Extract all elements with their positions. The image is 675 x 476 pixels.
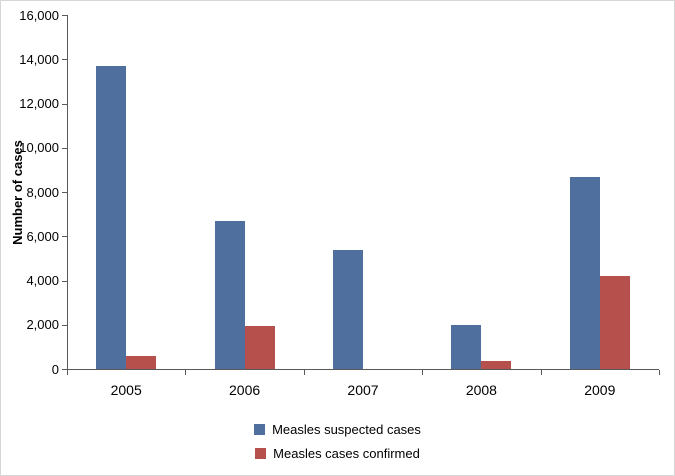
legend: Measles suspected cases Measles cases con… [1,422,674,461]
x-axis-line [67,369,659,370]
x-axis-label: 2007 [347,382,379,398]
y-tick-label: 0 [51,361,59,377]
legend-label: Measles suspected cases [272,422,421,437]
bar [96,66,127,369]
bar [126,356,157,369]
bar [569,177,600,369]
y-tick-label: 12,000 [19,96,59,111]
x-tick-mark [67,370,68,375]
y-tick-label: 8,000 [26,184,59,200]
y-tick-mark [62,15,67,16]
bar [451,325,482,369]
y-tick-label: 6,000 [26,228,59,244]
legend-swatch-icon [254,424,266,435]
legend-label: Measles cases confirmed [273,446,420,461]
y-tick-label: 14,000 [19,51,59,67]
legend-item: Measles suspected cases [254,422,421,437]
x-tick-mark [540,370,542,375]
y-tick-label: 4,000 [26,273,59,288]
y-tick-mark [62,103,67,105]
legend-swatch-icon [255,448,267,459]
y-tick-mark [62,280,67,282]
y-tick-mark [62,369,67,370]
x-axis-label: 2005 [110,382,142,398]
x-tick-mark [303,370,305,375]
bar [333,250,363,369]
y-tick-label: 16,000 [19,7,59,23]
bar [599,276,630,369]
legend-item: Measles cases confirmed [255,446,420,461]
x-axis-label: 2006 [229,382,261,398]
x-axis-label: 2008 [465,382,497,398]
y-tick-mark [62,236,67,238]
x-tick-mark [659,370,660,375]
bar [481,361,512,369]
x-tick-mark [185,370,187,375]
bar [244,326,275,369]
y-tick-label: 2,000 [26,317,59,333]
x-tick-mark [422,370,424,375]
x-axis-label: 2009 [584,382,616,398]
y-tick-mark [62,324,67,326]
y-axis-line [67,15,68,370]
y-tick-mark [62,147,67,149]
y-tick-label: 10,000 [19,140,59,156]
y-tick-mark [62,192,67,193]
bar [214,221,245,369]
y-tick-mark [62,59,67,61]
